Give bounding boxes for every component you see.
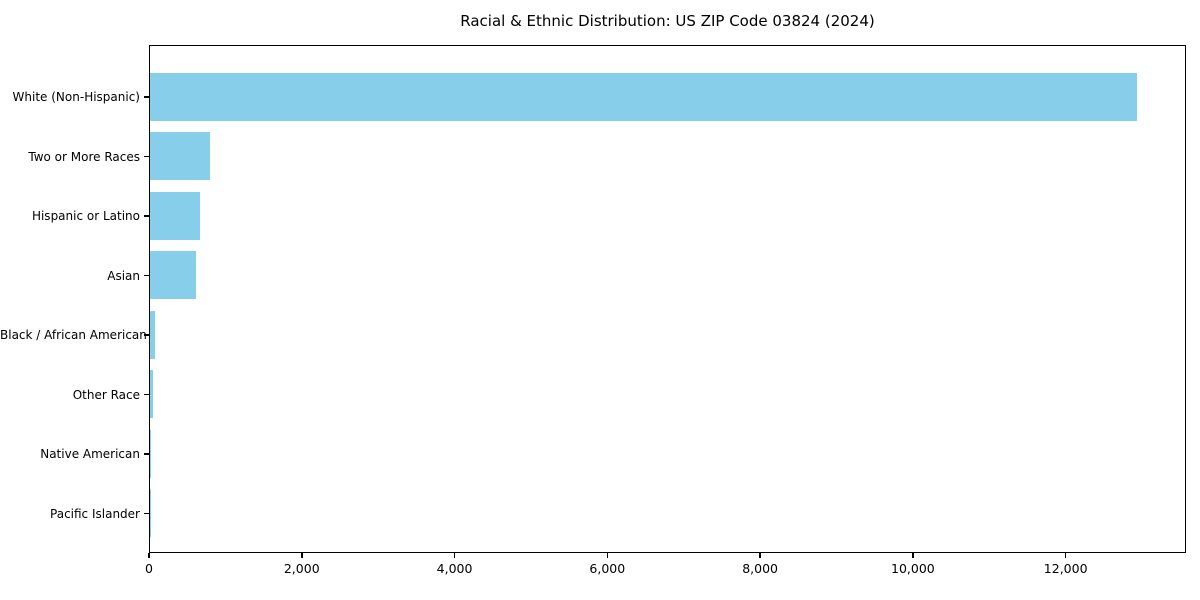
x-tick-label-6-000: 6,000	[589, 561, 626, 576]
bar-hispanic-or-latino	[150, 191, 201, 240]
y-label-other-race: Other Race	[72, 387, 140, 402]
x-tick-mark	[148, 553, 150, 558]
y-tick-mark	[144, 512, 149, 515]
x-tick-label-0: 0	[145, 561, 153, 576]
x-tick-label-10-000: 10,000	[891, 561, 935, 576]
y-label-white-non-hispanic: White (Non-Hispanic)	[12, 90, 140, 104]
x-tick-mark	[301, 553, 303, 558]
y-label-pacific-islander: Pacific Islander	[50, 506, 140, 521]
x-tick-mark	[453, 553, 456, 558]
y-label-native-american: Native American	[40, 447, 140, 461]
x-tick-label-2-000: 2,000	[283, 561, 320, 576]
y-label-two-or-more-races: Two or More Races	[28, 149, 140, 164]
y-label-hispanic-or-latino: Hispanic or Latino	[31, 209, 140, 223]
x-tick-label-8-000: 8,000	[742, 561, 778, 576]
y-tick-mark	[144, 453, 149, 455]
bar-black-african-american	[150, 310, 156, 359]
x-tick-label-12-000: 12,000	[1043, 561, 1088, 576]
bar-two-or-more-races	[150, 132, 211, 180]
y-tick-mark	[144, 215, 149, 217]
y-tick-mark	[144, 393, 149, 396]
plot-area	[149, 45, 1186, 553]
y-label-black-african-american: Black / African American	[0, 328, 147, 342]
y-tick-mark	[144, 274, 149, 277]
x-tick-label-4-000: 4,000	[436, 561, 473, 576]
y-tick-mark	[144, 334, 149, 336]
x-tick-mark	[759, 553, 761, 558]
x-tick-mark	[912, 553, 914, 558]
chart-title: Racial & Ethnic Distribution: US ZIP Cod…	[460, 12, 875, 30]
x-tick-mark	[1064, 553, 1067, 558]
bar-other-race	[150, 370, 153, 418]
bar-asian	[150, 251, 196, 299]
y-tick-mark	[144, 96, 149, 98]
bar-white-non-hispanic	[150, 72, 1138, 121]
y-label-asian: Asian	[107, 268, 140, 283]
y-tick-mark	[144, 155, 149, 158]
x-tick-mark	[606, 553, 609, 558]
